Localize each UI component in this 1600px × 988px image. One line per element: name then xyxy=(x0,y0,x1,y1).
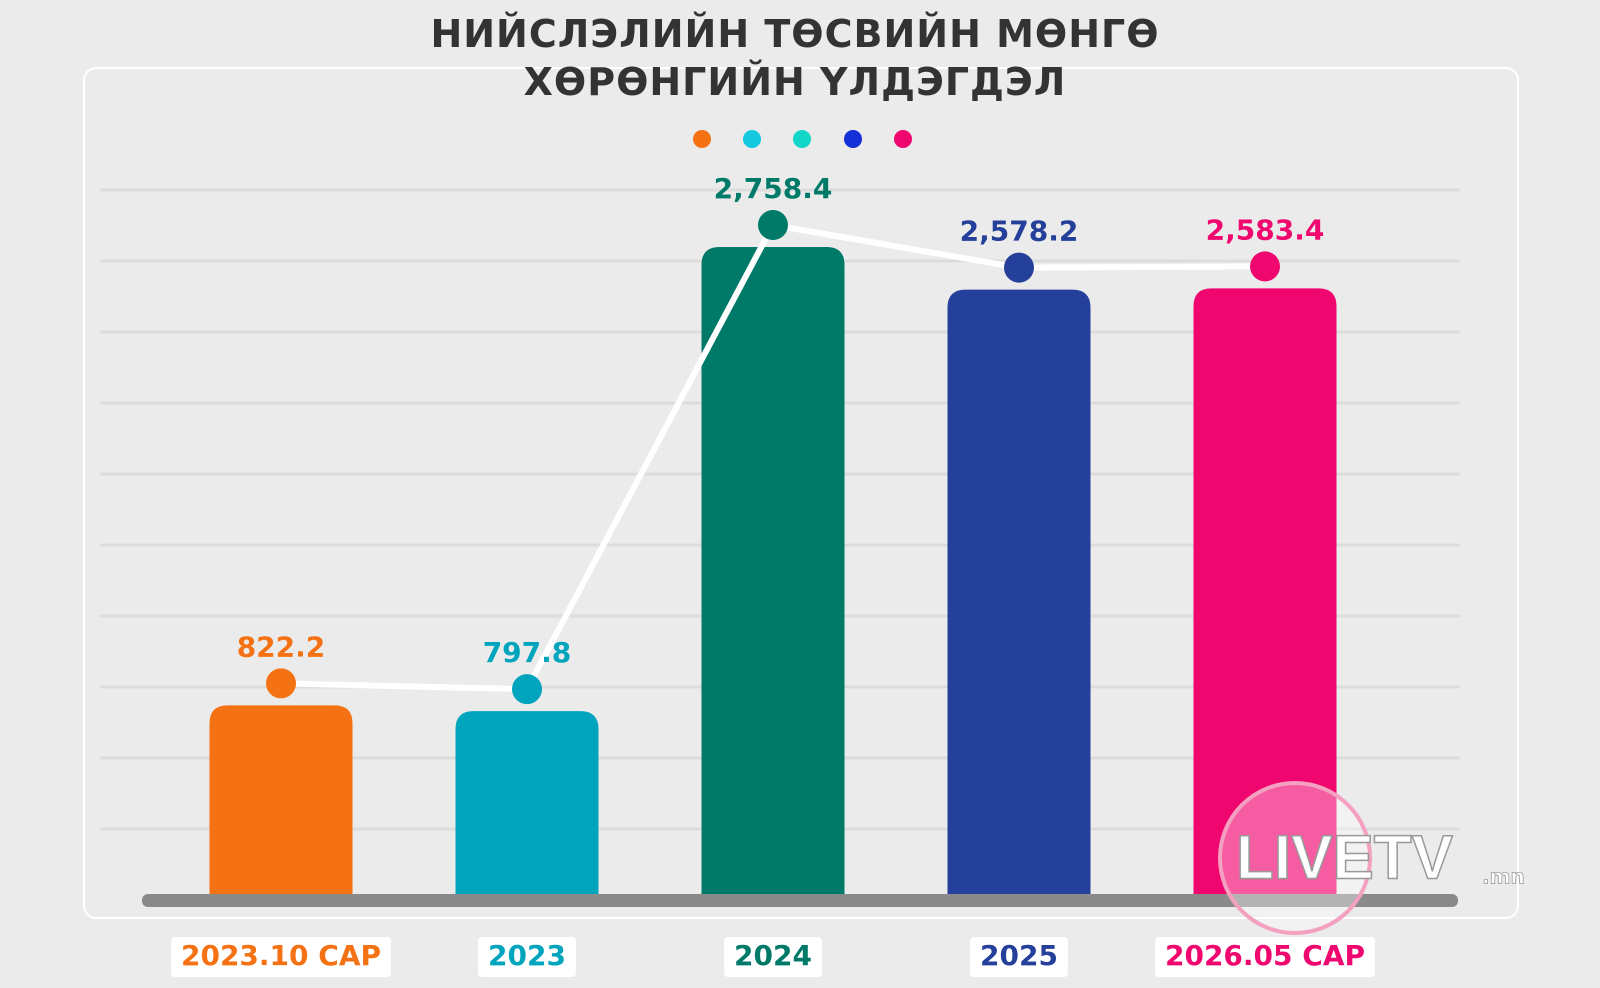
data-label: 2,758.4 xyxy=(714,172,833,205)
category-pill: 2026.05 САР xyxy=(1154,937,1376,977)
x-tick-label: 2024 xyxy=(734,939,812,972)
logo-text: LIVETV xyxy=(1236,823,1453,892)
legend-dot xyxy=(894,130,912,148)
bars xyxy=(209,247,1337,901)
x-tick-label: 2026.05 САР xyxy=(1165,939,1365,972)
baseline xyxy=(142,894,1458,907)
category-pill: 2023.10 САР xyxy=(170,937,392,977)
x-tick-label: 2025 xyxy=(980,939,1058,972)
data-label: 2,578.2 xyxy=(960,215,1079,248)
point xyxy=(1250,251,1280,282)
pill-bg xyxy=(970,937,1068,977)
point xyxy=(1004,252,1034,283)
line-layer: 822.2 2023.10 САР 797.8 2023 2,758.4 2024 2,57… xyxy=(170,172,1376,977)
data-label: 2,583.4 xyxy=(1206,213,1325,246)
pill-bg xyxy=(170,937,392,977)
x-tick-label: 2023 xyxy=(488,939,566,972)
pill-bg xyxy=(1154,937,1376,977)
x-tick-label: 2023.10 САР xyxy=(181,939,381,972)
legend-dot xyxy=(693,130,711,148)
point xyxy=(512,674,542,705)
chart-title: НИЙСЛЭЛИЙН ТӨСВИЙН МӨНГӨ ХӨРӨНГИЙН ҮЛДЭГ… xyxy=(430,12,1160,104)
legend-dot xyxy=(844,130,862,148)
logo-ring xyxy=(1218,781,1372,935)
frame xyxy=(83,67,1519,919)
category-pill: 2023 xyxy=(478,937,576,977)
bar xyxy=(209,705,353,900)
logo: LIVETV .mn xyxy=(1218,781,1525,935)
pill-bg xyxy=(478,937,576,977)
legend-dot xyxy=(793,130,811,148)
category-pill: 2024 xyxy=(724,937,822,977)
point xyxy=(758,210,788,240)
data-label: 822.2 xyxy=(237,630,326,663)
logo-suffix: .mn xyxy=(1482,865,1525,889)
bar xyxy=(1193,288,1337,901)
bar xyxy=(947,289,1091,900)
bar xyxy=(701,247,845,900)
legend-dot xyxy=(743,130,761,148)
category-pill: 2025 xyxy=(970,937,1068,977)
point xyxy=(266,668,296,699)
data-label: 797.8 xyxy=(483,636,572,669)
pill-bg xyxy=(724,937,822,977)
bar xyxy=(455,711,599,900)
